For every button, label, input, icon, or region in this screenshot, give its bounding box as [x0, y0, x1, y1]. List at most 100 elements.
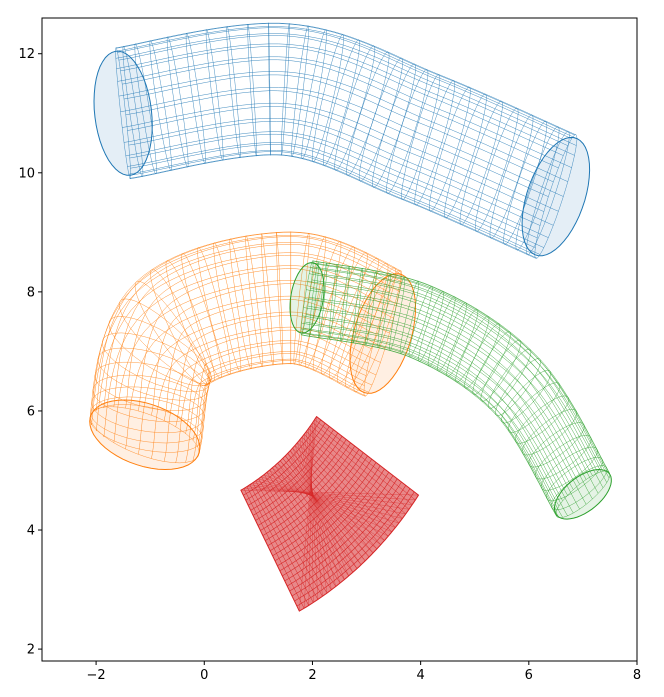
series-2-ring [340, 265, 350, 342]
series-3-radial [294, 445, 385, 541]
series-2-ring [534, 435, 592, 480]
series-2-ring [437, 302, 467, 372]
x-tick-label: 2 [308, 668, 316, 683]
series-1-ring [320, 251, 368, 375]
series-0-ring [226, 25, 241, 159]
series-1-ring [118, 298, 212, 385]
series-2-ring [308, 260, 319, 338]
series-3-cross [299, 416, 317, 612]
x-tick-label: 6 [525, 668, 533, 683]
series-0-ring [414, 80, 456, 206]
series-2-ring [399, 280, 419, 355]
series-3-cross [252, 482, 406, 515]
series-0-ring [334, 45, 376, 171]
y-tick-label: 10 [18, 166, 35, 181]
series-2-ring [495, 358, 541, 416]
series-2-ring [540, 446, 598, 491]
series-0-ring [149, 40, 172, 172]
series-3-cross [266, 472, 389, 537]
y-tick-label: 4 [27, 524, 35, 539]
series-0-mesh-line [117, 56, 572, 168]
series-1-mesh-line [113, 244, 394, 407]
series-3-cross [310, 425, 314, 603]
series-0-ring [503, 120, 548, 245]
series-0-ring [311, 33, 344, 163]
series-0-ring [526, 130, 570, 256]
series-3-cross [255, 480, 403, 519]
series-2-ring [514, 395, 569, 444]
series-3-radial [306, 431, 403, 519]
series-3-radial [308, 428, 406, 515]
series-0-ring [291, 25, 309, 158]
series-0-mesh-line [120, 87, 564, 197]
series-2-ring [389, 276, 406, 352]
series-3-cross [243, 488, 416, 501]
series-3-cross [264, 474, 392, 533]
series-3-radial [266, 472, 341, 584]
series-0-ring [386, 68, 429, 195]
series-2-ring [418, 290, 445, 362]
series-3-cross [290, 450, 354, 573]
series-3-radial [280, 460, 362, 565]
y-tick-label: 8 [27, 285, 35, 300]
series-3-radial [312, 422, 413, 505]
series-3-radial [299, 439, 392, 533]
series-2-ring [521, 409, 578, 456]
series-0-mesh-line [117, 27, 572, 139]
series-2-ring [328, 263, 338, 341]
x-tick-label: −2 [87, 668, 106, 683]
series-2-ring [546, 457, 603, 501]
series-3-cross [272, 467, 381, 545]
axes-frame [41, 17, 638, 662]
series-0-mesh-line [129, 133, 538, 239]
series-3-radial [261, 476, 332, 590]
series-2 [289, 260, 612, 520]
series-1-ring [181, 252, 222, 379]
series-1-ring [165, 260, 215, 382]
series-3-cross [308, 422, 313, 606]
series-3-cross [285, 455, 362, 565]
series-3-radial [246, 486, 309, 606]
series-0-ring [122, 45, 144, 178]
series-3-cross [274, 465, 378, 550]
y-tick-label: 2 [27, 643, 35, 658]
series-3-radial [240, 490, 300, 612]
series-3-cross [299, 439, 336, 587]
y-tick-label: 6 [27, 404, 35, 419]
series-2-ring [352, 267, 363, 344]
series-3-radial [263, 474, 337, 587]
series-1-ring [197, 247, 231, 376]
series-3-cross [301, 437, 332, 590]
series-0-ring [459, 100, 503, 226]
series-3 [240, 415, 420, 612]
series-0-ring [515, 126, 560, 251]
series-0-ring [444, 93, 487, 219]
series-3-cross [287, 453, 358, 569]
series-1-ring [89, 404, 203, 453]
series-3-radial [287, 453, 374, 554]
series-1-ring [90, 396, 204, 444]
series-0-mesh-line [118, 35, 568, 146]
series-1-ring [329, 257, 379, 380]
series-0-ring [489, 114, 534, 239]
series-3-radial [258, 478, 328, 594]
y-tick-label: 12 [18, 47, 35, 62]
series-3-radial [314, 419, 416, 501]
plot-area [89, 22, 612, 612]
series-2-ring [551, 465, 608, 511]
series-3-cross [308, 428, 319, 600]
series-1-ring [276, 232, 284, 365]
series-0-ring [301, 28, 327, 160]
series-3-cross [303, 434, 328, 594]
series-1-ring [229, 238, 253, 370]
series-2-ring [528, 422, 585, 468]
series-0-mesh-line [122, 102, 559, 212]
series-2-ring [318, 262, 328, 339]
series-3-cross [282, 458, 366, 562]
series-0-ring [281, 22, 290, 156]
series-3-cross [269, 470, 385, 541]
series-1-mesh-line [113, 280, 394, 443]
series-2-end-cap [554, 468, 612, 520]
x-axis: −2 0 2 4 6 8 [87, 661, 641, 683]
series-3-radial [249, 484, 314, 603]
